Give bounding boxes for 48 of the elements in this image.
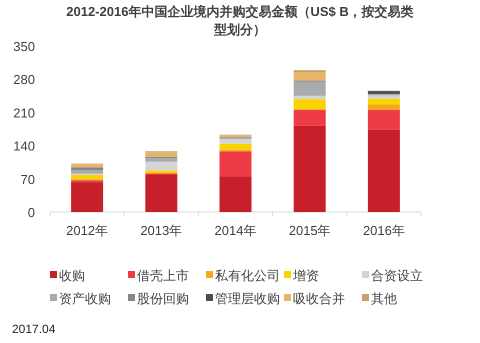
bar bbox=[71, 175, 104, 180]
bar bbox=[71, 170, 104, 174]
legend-label: 其他 bbox=[371, 291, 397, 306]
y-tick-label: 0 bbox=[28, 205, 35, 220]
x-tick-label: 2016年 bbox=[362, 223, 405, 238]
bar bbox=[220, 144, 252, 150]
y-tick-label: 210 bbox=[13, 105, 35, 120]
bar bbox=[71, 167, 104, 170]
y-tick-label: 350 bbox=[13, 39, 35, 54]
legend-label: 股份回购 bbox=[137, 291, 189, 306]
bar bbox=[145, 174, 178, 212]
bar bbox=[220, 138, 252, 144]
y-tick-label: 140 bbox=[13, 138, 35, 154]
bar bbox=[368, 98, 400, 104]
x-tick-label: 2012年 bbox=[66, 223, 108, 238]
y-tick-label: 70 bbox=[20, 172, 35, 187]
legend-label: 资产收购 bbox=[59, 291, 111, 306]
bar bbox=[294, 126, 326, 212]
legend-label: 管理层收购 bbox=[215, 291, 280, 306]
bar bbox=[71, 164, 104, 168]
bar bbox=[294, 82, 326, 96]
legend-label: 吸收合并 bbox=[293, 291, 345, 306]
x-tick-label: 2013年 bbox=[140, 223, 182, 238]
bar bbox=[368, 110, 400, 130]
y-tick-label: 280 bbox=[13, 72, 35, 88]
legend-label: 增资 bbox=[292, 268, 319, 283]
x-tick-label: 2014年 bbox=[214, 223, 256, 238]
chart-title: 2012-2016年中国企业境内并购交易金额（US$ B，按交易类型划分） bbox=[65, 3, 415, 39]
text: 2017.04 bbox=[12, 322, 56, 336]
bar bbox=[145, 162, 178, 170]
bar bbox=[145, 152, 178, 157]
bar bbox=[294, 110, 326, 126]
bar bbox=[368, 104, 400, 110]
legend-label: 借壳上市 bbox=[137, 268, 189, 283]
legend-label: 私有化公司 bbox=[215, 268, 280, 283]
bar bbox=[145, 158, 178, 162]
legend-label: 收购 bbox=[59, 268, 85, 283]
bar bbox=[368, 91, 400, 94]
bar bbox=[294, 96, 326, 100]
bar bbox=[294, 72, 326, 81]
bar bbox=[294, 99, 326, 110]
bar bbox=[71, 182, 104, 212]
bar bbox=[220, 151, 252, 176]
x-tick-label: 2015年 bbox=[288, 223, 331, 238]
bar bbox=[220, 176, 252, 212]
bar bbox=[368, 95, 400, 99]
bar bbox=[368, 130, 400, 212]
legend-label: 合资设立 bbox=[371, 268, 423, 283]
